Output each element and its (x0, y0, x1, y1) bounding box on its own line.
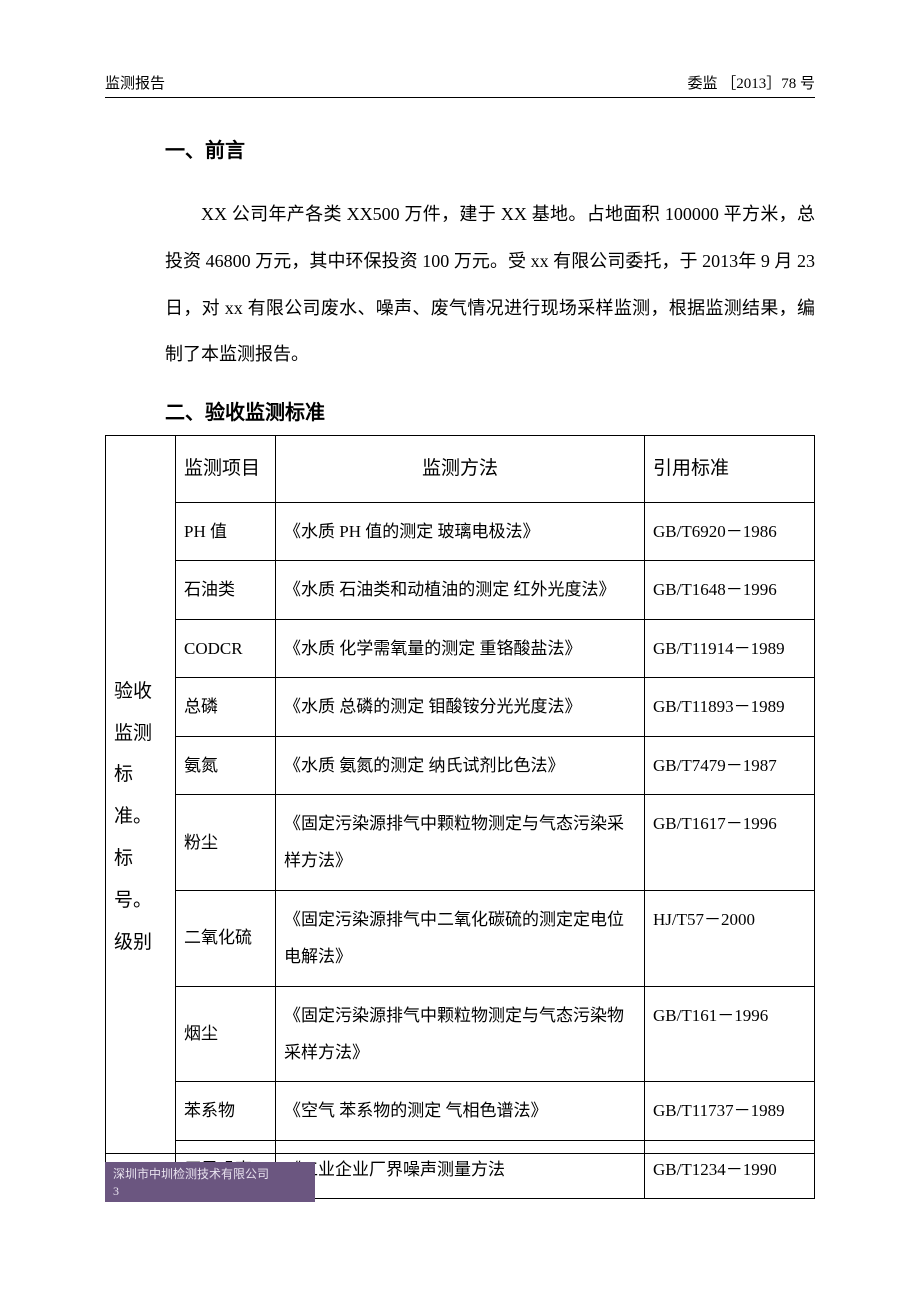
table-row: 粉尘 《固定污染源排气中颗粒物测定与气态污染采样方法》 GB/T1617－199… (106, 794, 815, 890)
cell-standard: GB/T6920－1986 (645, 502, 815, 560)
cell-standard: HJ/T57－2000 (645, 890, 815, 986)
cell-item: 总磷 (176, 678, 276, 736)
cell-method: 《水质 总磷的测定 钼酸铵分光光度法》 (276, 678, 645, 736)
table-row: CODCR 《水质 化学需氧量的测定 重铬酸盐法》 GB/T11914－1989 (106, 619, 815, 677)
footer-bar: 深圳市中圳检测技术有限公司 3 (105, 1162, 315, 1202)
header-left: 监测报告 (105, 72, 165, 93)
cell-item: 氨氮 (176, 736, 276, 794)
section-1-paragraph: XX 公司年产各类 XX500 万件，建于 XX 基地。占地面积 100000 … (165, 191, 815, 378)
table-row: 氨氮 《水质 氨氮的测定 纳氏试剂比色法》 GB/T7479－1987 (106, 736, 815, 794)
cell-standard: GB/T11737－1989 (645, 1082, 815, 1140)
cell-item: PH 值 (176, 502, 276, 560)
th-method: 监测方法 (276, 436, 645, 503)
th-item: 监测项目 (176, 436, 276, 503)
page-footer: 深圳市中圳检测技术有限公司 3 (105, 1153, 815, 1202)
cell-standard: GB/T1648－1996 (645, 561, 815, 619)
table-row: 石油类 《水质 石油类和动植油的测定 红外光度法》 GB/T1648－1996 (106, 561, 815, 619)
footer-company: 深圳市中圳检测技术有限公司 (113, 1166, 307, 1183)
cell-method: 《水质 化学需氧量的测定 重铬酸盐法》 (276, 619, 645, 677)
row-category-label: 验收监测标准。标号。级别 (106, 436, 176, 1199)
cell-standard: GB/T11893－1989 (645, 678, 815, 736)
cell-standard: GB/T161－1996 (645, 986, 815, 1082)
cell-method: 《水质 PH 值的测定 玻璃电极法》 (276, 502, 645, 560)
cell-standard: GB/T11914－1989 (645, 619, 815, 677)
th-standard: 引用标准 (645, 436, 815, 503)
table-row: PH 值 《水质 PH 值的测定 玻璃电极法》 GB/T6920－1986 (106, 502, 815, 560)
header-right: 委监 ［2013］78 号 (687, 72, 815, 93)
section-2-heading: 二、验收监测标准 (165, 396, 815, 425)
cell-item: CODCR (176, 619, 276, 677)
cell-item: 苯系物 (176, 1082, 276, 1140)
cell-method: 《固定污染源排气中二氧化碳硫的测定定电位电解法》 (276, 890, 645, 986)
page-content: 监测报告 委监 ［2013］78 号 一、前言 XX 公司年产各类 XX500 … (0, 0, 920, 1199)
table-row: 总磷 《水质 总磷的测定 钼酸铵分光光度法》 GB/T11893－1989 (106, 678, 815, 736)
cell-method: 《空气 苯系物的测定 气相色谱法》 (276, 1082, 645, 1140)
table-row: 苯系物 《空气 苯系物的测定 气相色谱法》 GB/T11737－1989 (106, 1082, 815, 1140)
cell-standard: GB/T7479－1987 (645, 736, 815, 794)
table-header-row: 验收监测标准。标号。级别 监测项目 监测方法 引用标准 (106, 436, 815, 503)
cell-item: 石油类 (176, 561, 276, 619)
section-1-heading: 一、前言 (165, 134, 815, 163)
cell-method: 《水质 石油类和动植油的测定 红外光度法》 (276, 561, 645, 619)
table-row: 二氧化硫 《固定污染源排气中二氧化碳硫的测定定电位电解法》 HJ/T57－200… (106, 890, 815, 986)
cell-method: 《水质 氨氮的测定 纳氏试剂比色法》 (276, 736, 645, 794)
cell-method: 《固定污染源排气中颗粒物测定与气态污染物采样方法》 (276, 986, 645, 1082)
cell-standard: GB/T1617－1996 (645, 794, 815, 890)
page-header: 监测报告 委监 ［2013］78 号 (105, 72, 815, 98)
cell-item: 粉尘 (176, 794, 276, 890)
footer-page-number: 3 (113, 1183, 307, 1200)
cell-item: 二氧化硫 (176, 890, 276, 986)
standards-table: 验收监测标准。标号。级别 监测项目 监测方法 引用标准 PH 值 《水质 PH … (105, 435, 815, 1199)
cell-item: 烟尘 (176, 986, 276, 1082)
cell-method: 《固定污染源排气中颗粒物测定与气态污染采样方法》 (276, 794, 645, 890)
table-row: 烟尘 《固定污染源排气中颗粒物测定与气态污染物采样方法》 GB/T161－199… (106, 986, 815, 1082)
